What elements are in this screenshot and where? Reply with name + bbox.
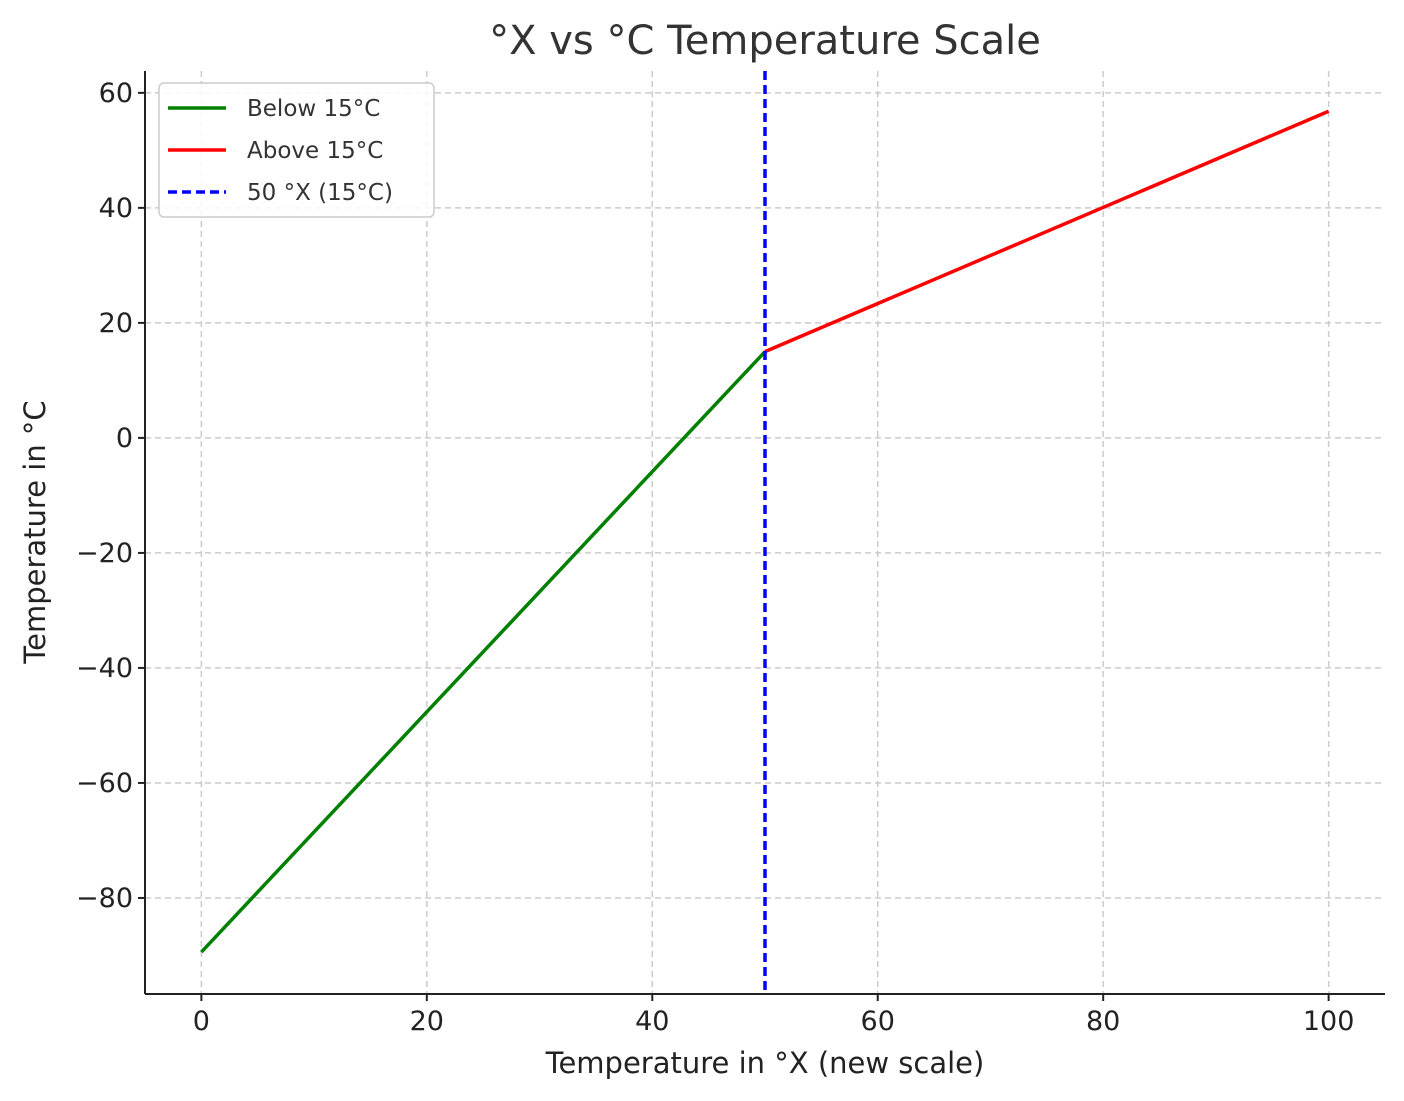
chart-title: °X vs °C Temperature Scale <box>489 18 1041 64</box>
y-tick-label: 20 <box>99 308 133 339</box>
x-axis-label: Temperature in °X (new scale) <box>545 1046 985 1080</box>
y-tick-label: −40 <box>76 653 133 684</box>
axes <box>144 71 1385 995</box>
series-line-0 <box>200 350 767 954</box>
series-line-1 <box>764 109 1330 354</box>
legend-label: Below 15°C <box>247 96 380 122</box>
x-tick-label: 20 <box>410 1006 444 1037</box>
x-tick-label: 60 <box>861 1006 895 1037</box>
legend-label: 50 °X (15°C) <box>247 180 393 206</box>
legend: Below 15°C Above 15°C 50 °X (15°C) <box>158 82 435 218</box>
x-tick-label: 100 <box>1303 1006 1355 1037</box>
x-tick-label: 40 <box>635 1006 669 1037</box>
y-tick-label: 40 <box>99 193 133 224</box>
legend-label: Above 15°C <box>247 138 383 164</box>
y-tick-label: −20 <box>76 538 133 569</box>
y-axis-label: Temperature in °C <box>18 400 52 664</box>
y-tick-label: 60 <box>99 78 133 109</box>
y-tick-label: −60 <box>76 768 133 799</box>
y-tick-label: 0 <box>116 423 133 454</box>
series-layer <box>200 71 1330 994</box>
x-tick-label: 0 <box>193 1006 210 1037</box>
y-tick-label: −80 <box>76 883 133 914</box>
x-tick-label: 80 <box>1086 1006 1120 1037</box>
